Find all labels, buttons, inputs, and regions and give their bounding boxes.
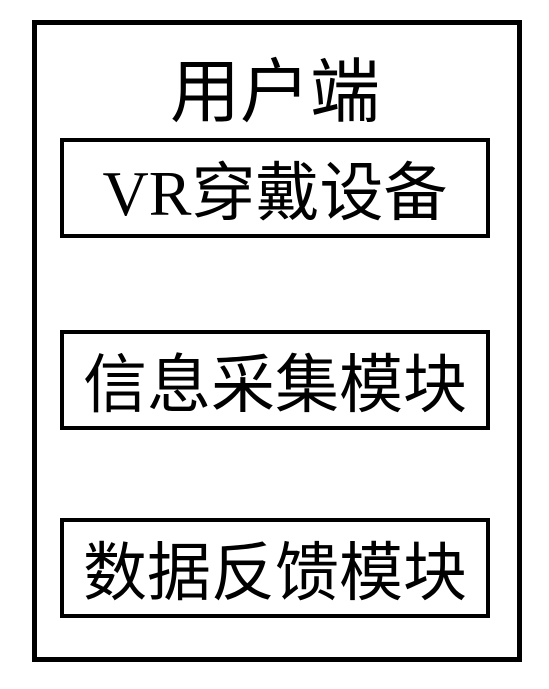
module-box-vr-device: VR穿戴设备	[60, 138, 490, 238]
module-box-data-feedback: 数据反馈模块	[60, 518, 490, 618]
module-box-info-collection: 信息采集模块	[60, 330, 490, 430]
diagram-title: 用户端	[60, 36, 490, 137]
